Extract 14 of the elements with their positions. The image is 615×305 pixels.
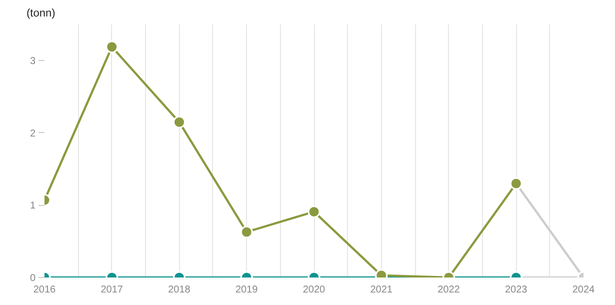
x-tick-label: 2024: [572, 284, 596, 296]
x-tick-label: 2016: [33, 284, 56, 296]
x-tick-label: 2022: [438, 284, 460, 296]
y-tick-label: 0: [30, 273, 36, 284]
x-tick-label: 2020: [302, 284, 326, 296]
x-tick-label: 2023: [505, 284, 528, 296]
x-tick-label: 2021: [370, 284, 393, 296]
y-tick-label: 3: [30, 56, 36, 68]
x-tick-label: 2019: [236, 284, 258, 296]
y-tick-label: 1: [30, 200, 36, 212]
x-tick-label: 2018: [168, 284, 191, 296]
y-axis-title: (tonn): [26, 8, 56, 20]
y-tick-label: 2: [30, 128, 36, 140]
x-tick-label: 2017: [100, 284, 124, 296]
